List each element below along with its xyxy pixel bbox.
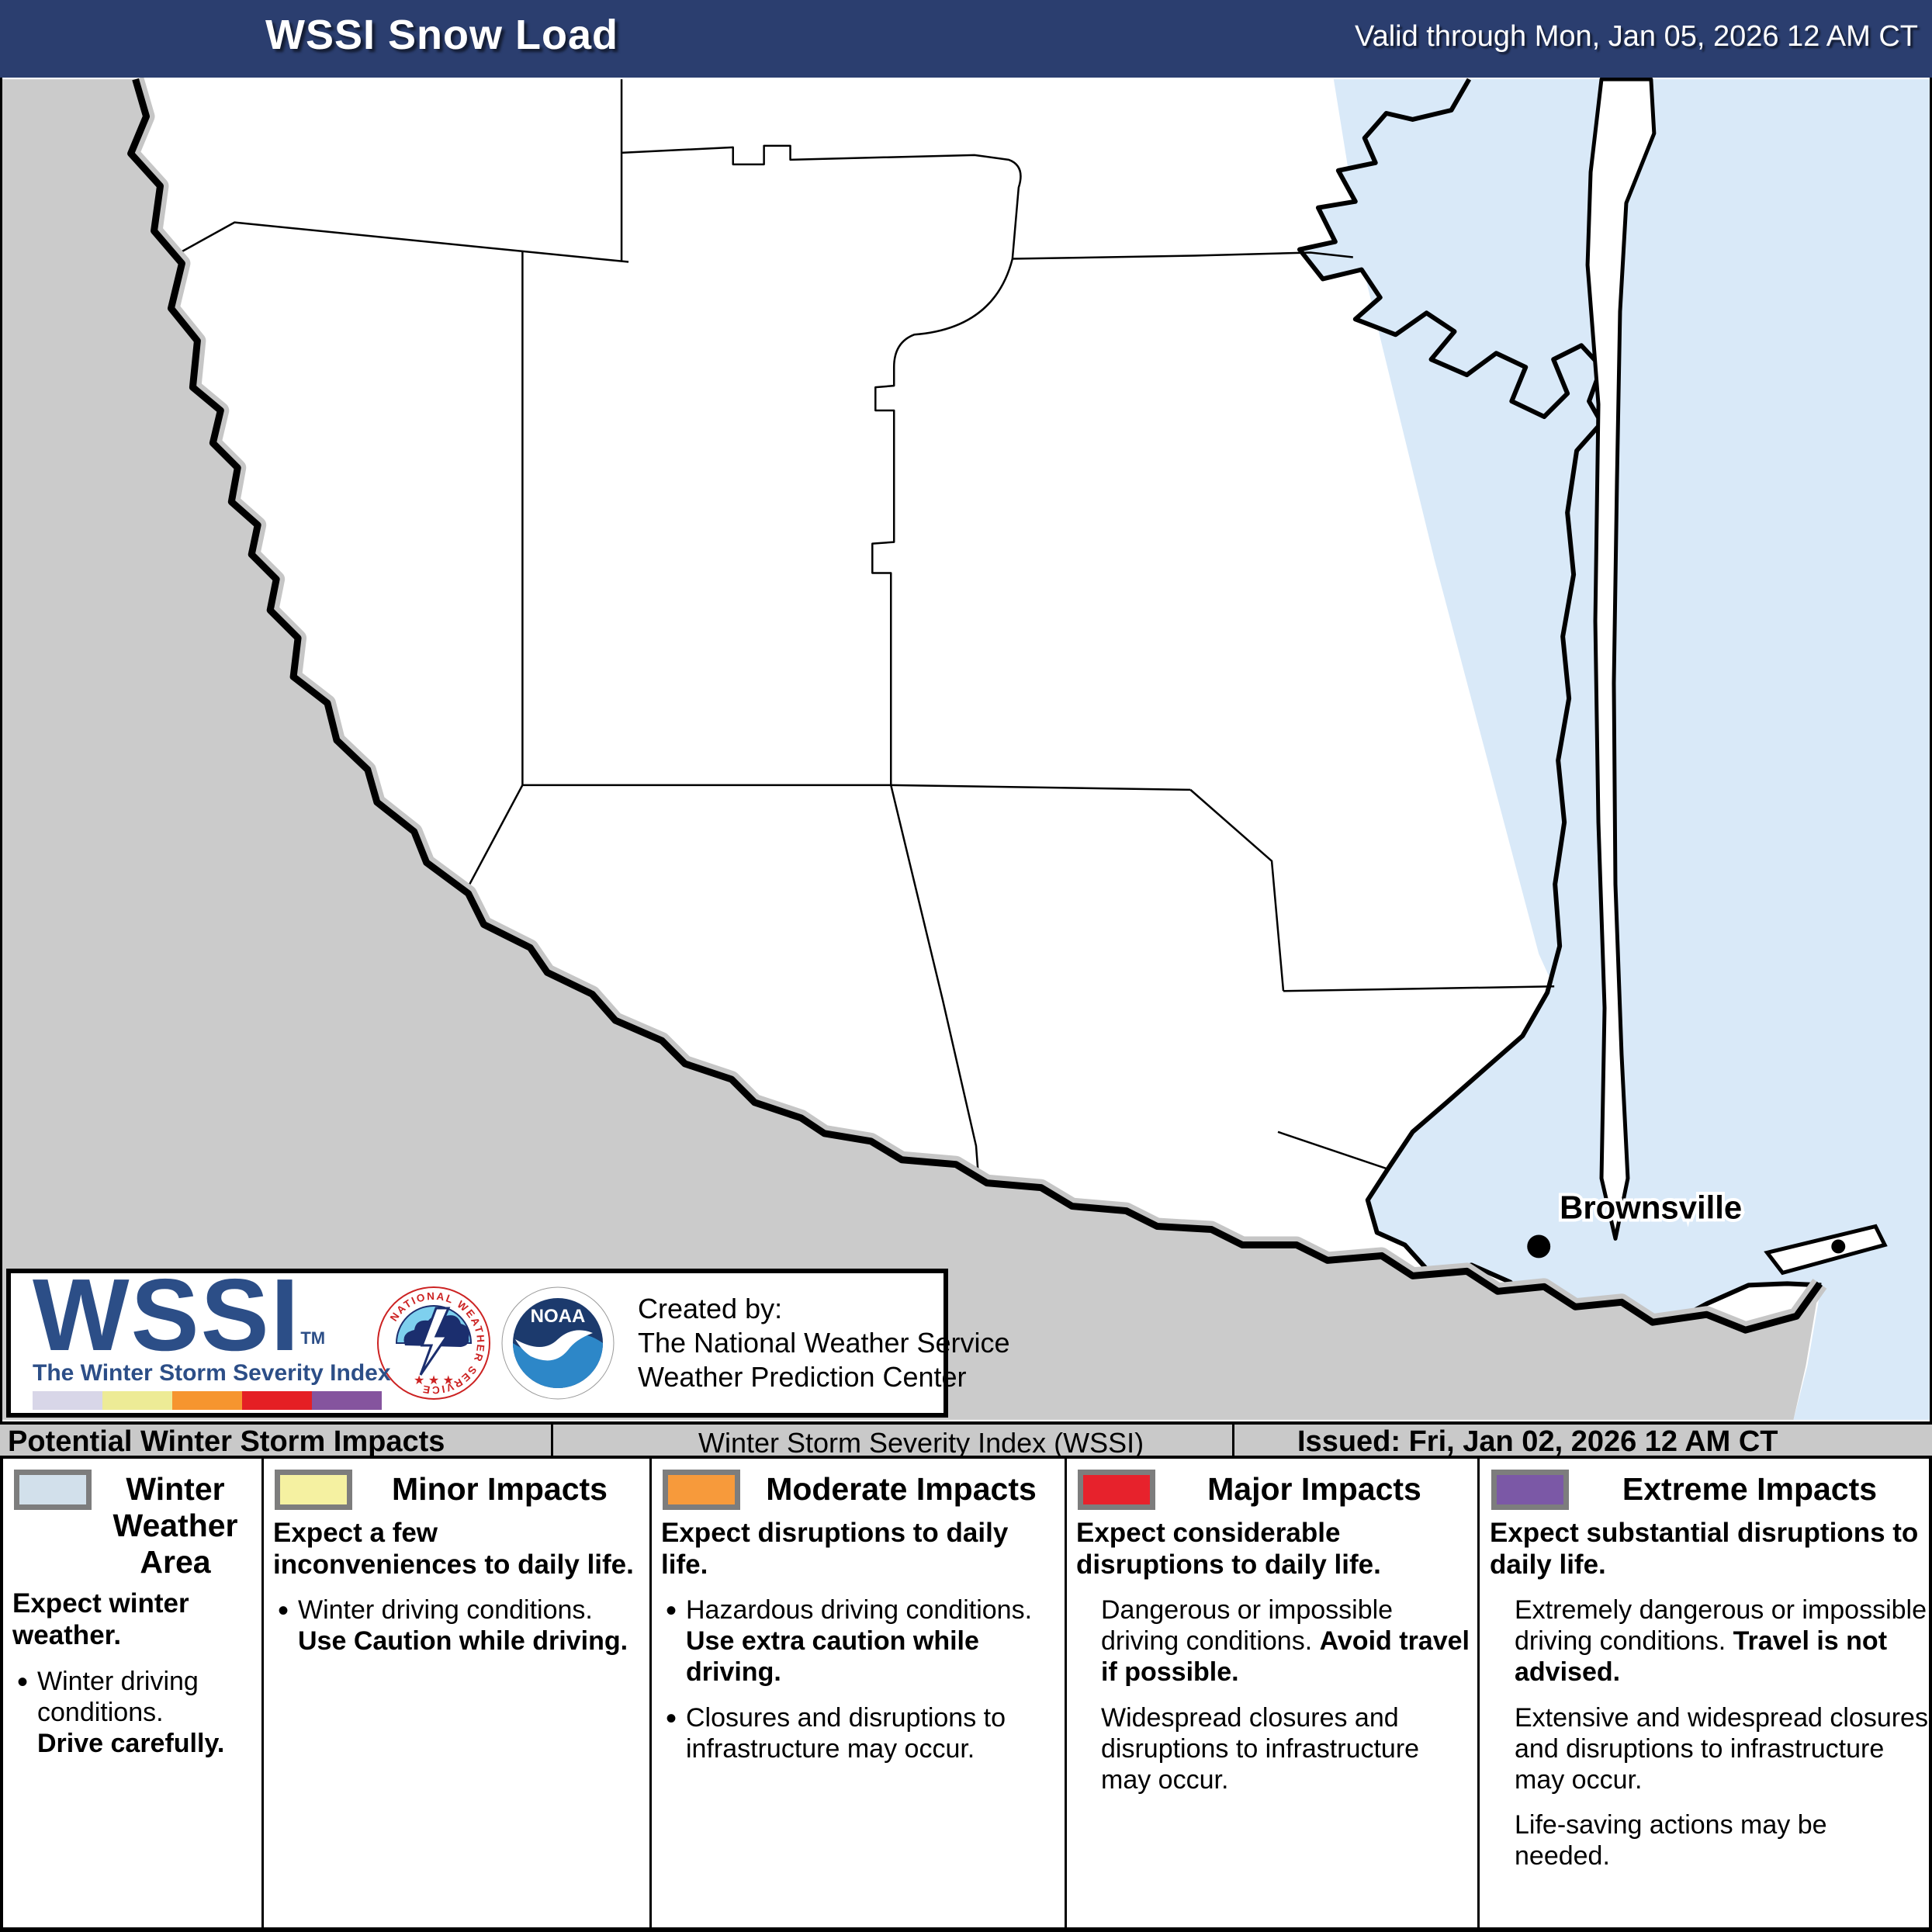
legend-item: Extremely dangerous or impossible drivin…	[1515, 1595, 1927, 1688]
legend-title-extreme: Extreme Impacts	[1622, 1471, 1878, 1507]
wssi-color-scale	[33, 1391, 382, 1410]
barrier-island	[1585, 78, 1657, 1241]
legend-summary: Expect substantial disruptions to daily …	[1490, 1518, 1919, 1580]
city-dot	[1527, 1234, 1551, 1259]
page-title: WSSI Snow Load	[265, 12, 618, 58]
status-divider	[551, 1425, 553, 1456]
moderate-impacts-swatch	[663, 1470, 740, 1510]
scale-swatch-extreme	[312, 1391, 382, 1410]
legend-item: Dangerous or impossible driving conditio…	[1101, 1595, 1470, 1688]
legend-title-winter-weather-area: Winter Weather Area	[113, 1471, 238, 1581]
legend-item: Winter driving conditions. Drive careful…	[17, 1664, 258, 1759]
scale-swatch-major	[242, 1391, 312, 1410]
agency-logos: NATIONAL WEATHER SERVICE ★ ★ ★ NOAA	[376, 1273, 616, 1413]
legend-column-minor: Minor Impacts Expect a few inconvenience…	[267, 1459, 647, 1927]
title-bar: WSSI Snow Load Valid through Mon, Jan 05…	[0, 0, 1932, 78]
extreme-impacts-swatch	[1491, 1470, 1569, 1510]
svg-text:NOAA: NOAA	[531, 1306, 586, 1327]
attribution-box: WSSITM The Winter Storm Severity Index N…	[6, 1258, 1010, 1418]
legend-item: Winter driving conditions. Use Caution w…	[278, 1593, 646, 1657]
legend-divider	[1065, 1459, 1067, 1927]
legend-item: Widespread closures and disruptions to i…	[1101, 1702, 1420, 1795]
legend-column-major: Major Impacts Expect considerable disrup…	[1070, 1459, 1473, 1927]
winter-weather-area-swatch	[14, 1470, 92, 1510]
county-boundaries	[161, 79, 1555, 1186]
legend-item: Closures and disruptions to infrastructu…	[666, 1701, 1061, 1764]
trademark-symbol: TM	[300, 1328, 326, 1348]
legend-summary: Expect considerable disruptions to daily…	[1076, 1518, 1381, 1580]
coastal-spit	[1764, 1224, 1888, 1276]
legend-title-minor: Minor Impacts	[392, 1471, 608, 1507]
legend-divider	[1477, 1459, 1480, 1927]
legend-summary: Expect winter weather.	[12, 1588, 189, 1651]
status-divider	[1232, 1425, 1234, 1456]
legend-column-winter-weather-area: Winter Weather Area Expect winter weathe…	[6, 1459, 259, 1927]
legend-item: Extensive and widespread closures and di…	[1515, 1702, 1928, 1795]
created-by-text: Created by: The National Weather Service…	[638, 1293, 1010, 1393]
legend-item: Life-saving actions may be needed.	[1515, 1809, 1827, 1871]
scale-swatch-winter-weather	[33, 1391, 102, 1410]
small-island-dot	[1831, 1239, 1846, 1254]
legend-title-major: Major Impacts	[1207, 1471, 1421, 1507]
valid-through-text: Valid through Mon, Jan 05, 2026 12 AM CT	[1355, 20, 1918, 53]
status-bar-title: Potential Winter Storm Impacts	[8, 1425, 445, 1458]
legend-divider	[649, 1459, 652, 1927]
map-region: Brownsville	[0, 78, 1932, 1421]
us-mexico-border	[127, 78, 1823, 1334]
noaa-logo-icon: NOAA	[501, 1286, 615, 1400]
south-texas-map: Brownsville	[2, 78, 1930, 1420]
minor-impacts-swatch	[275, 1470, 352, 1510]
issued-text: Issued: Fri, Jan 02, 2026 12 AM CT	[1297, 1425, 1778, 1458]
legend-title-moderate: Moderate Impacts	[766, 1471, 1037, 1507]
wssi-wordmark: WSSITM	[33, 1258, 326, 1372]
legend-column-moderate: Moderate Impacts Expect disruptions to d…	[655, 1459, 1062, 1927]
legend-summary: Expect disruptions to daily life.	[661, 1518, 1009, 1580]
impacts-legend: Winter Weather Area Expect winter weathe…	[0, 1459, 1932, 1932]
status-bar-subtitle: Winter Storm Severity Index (WSSI)	[698, 1427, 1144, 1459]
scale-swatch-minor	[102, 1391, 172, 1410]
scale-swatch-moderate	[172, 1391, 242, 1410]
mexico-area	[2, 79, 1820, 1420]
nws-stars: ★ ★ ★	[414, 1374, 454, 1387]
wssi-tagline: The Winter Storm Severity Index	[33, 1360, 391, 1386]
city-label: Brownsville	[1560, 1189, 1742, 1226]
legend-divider	[261, 1459, 264, 1927]
legend-item: Hazardous driving conditions. Use extra …	[666, 1593, 1061, 1688]
legend-summary: Expect a few inconveniences to daily lif…	[273, 1518, 634, 1580]
wssi-logo: WSSITM The Winter Storm Severity Index	[11, 1258, 391, 1413]
legend-column-extreme: Extreme Impacts Expect substantial disru…	[1484, 1459, 1930, 1927]
major-impacts-swatch	[1078, 1470, 1155, 1510]
status-bar: Potential Winter Storm Impacts Winter St…	[0, 1421, 1932, 1459]
nws-logo-icon: NATIONAL WEATHER SERVICE ★ ★ ★	[377, 1286, 490, 1400]
